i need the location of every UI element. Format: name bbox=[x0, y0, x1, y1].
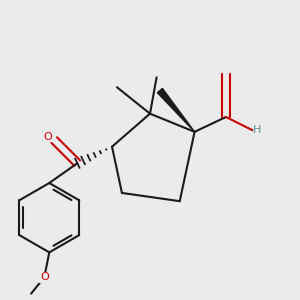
Text: H: H bbox=[254, 125, 262, 135]
Polygon shape bbox=[158, 88, 195, 132]
Text: O: O bbox=[44, 132, 52, 142]
Text: O: O bbox=[40, 272, 49, 282]
